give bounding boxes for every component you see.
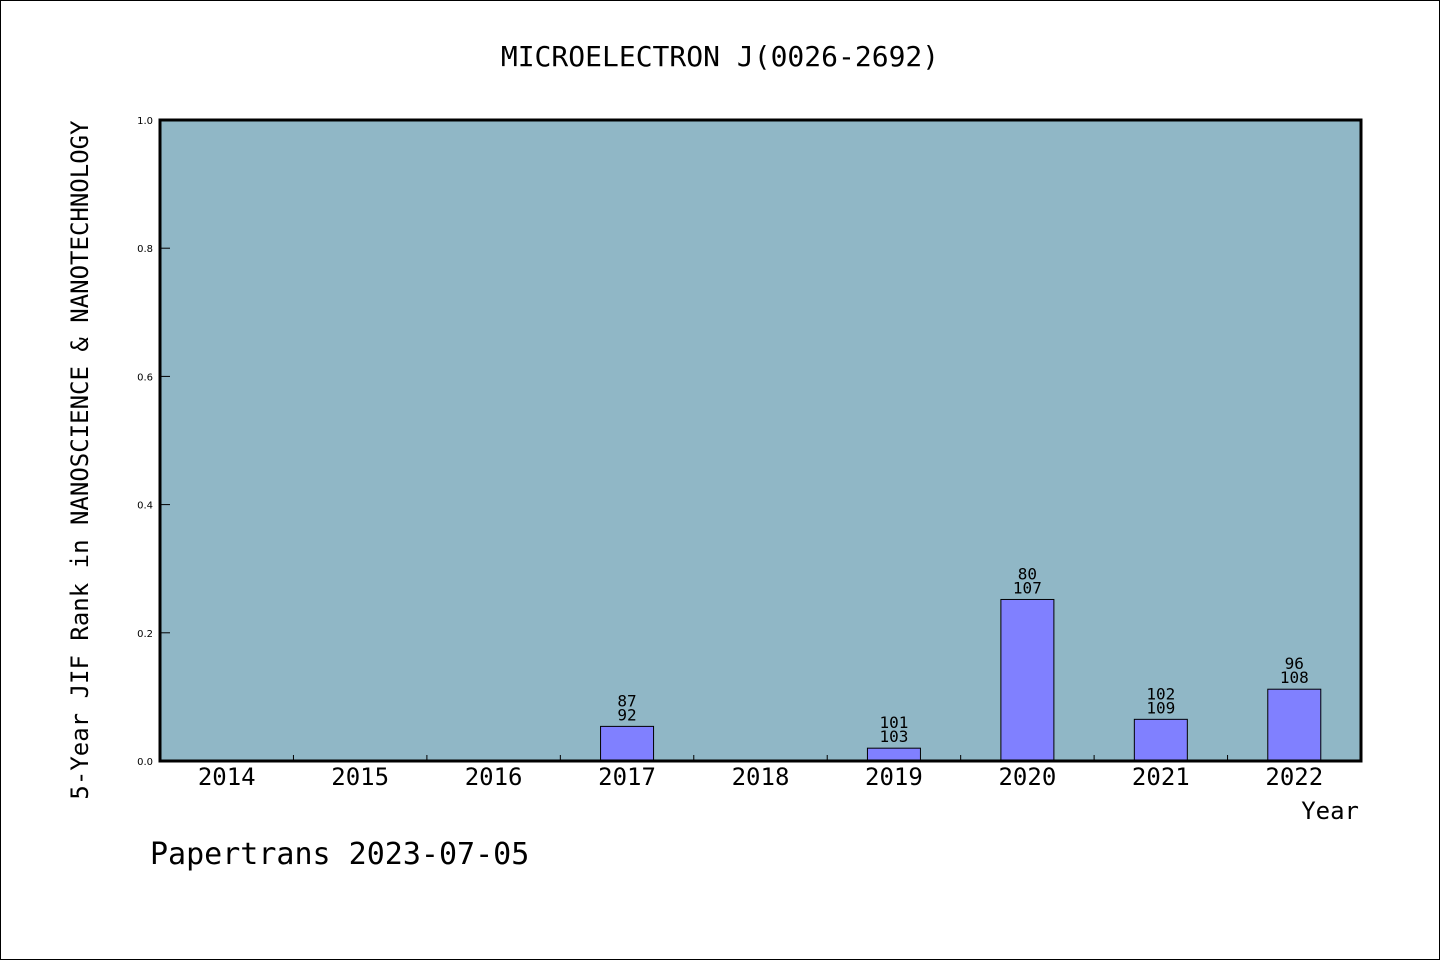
bar-2019: [866, 747, 921, 762]
chart-title: MICROELECTRON J(0026-2692): [501, 40, 939, 73]
y-tick-label: 0.2: [137, 629, 153, 640]
y-tick-label: 0.6: [137, 372, 153, 383]
bar-total-label: 109: [1146, 698, 1175, 717]
bars: [600, 598, 1322, 762]
x-tick-label: 2014: [198, 763, 256, 791]
bar-total-label: 107: [1013, 578, 1042, 597]
bar-rank-label: 102: [1146, 684, 1175, 703]
x-tick-label: 2020: [998, 763, 1056, 791]
x-tick-label: 2022: [1265, 763, 1323, 791]
x-tick-label: 2018: [732, 763, 790, 791]
plot-area: [160, 120, 1361, 761]
y-axis-label: 5-Year JIF Rank in NANOSCIENCE & NANOTEC…: [66, 120, 94, 800]
x-tick-label: 2017: [598, 763, 656, 791]
bar-total-label: 92: [617, 705, 636, 724]
bar-2017: [600, 725, 655, 762]
bar-2021: [1133, 718, 1188, 762]
x-tick-label: 2015: [331, 763, 389, 791]
bar-2022: [1267, 688, 1322, 762]
footer-credit: Papertrans 2023-07-05: [150, 837, 529, 872]
bar-2020: [1000, 598, 1055, 762]
y-tick-label: 0.8: [137, 244, 153, 255]
x-axis-ticks: 2014 2015 2016 2017 2018 2019 2020 2021 2022: [198, 755, 1323, 791]
bar-rank-label: 87: [617, 691, 636, 710]
y-tick-label: 1.0: [137, 116, 153, 127]
bar-rank-label: 80: [1018, 564, 1037, 583]
x-tick-label: 2021: [1132, 763, 1190, 791]
bar-total-label: 108: [1280, 668, 1309, 687]
x-tick-label: 2019: [865, 763, 923, 791]
bar-total-label: 103: [879, 727, 908, 746]
x-tick-label: 2016: [465, 763, 523, 791]
x-axis-label: Year: [1301, 797, 1359, 825]
bar-rank-label: 96: [1285, 654, 1304, 673]
y-tick-label: 0.4: [137, 501, 153, 512]
plot-border: [158, 118, 1363, 763]
bar-rank-label: 101: [879, 713, 908, 732]
y-tick-label: 0.0: [137, 757, 153, 768]
